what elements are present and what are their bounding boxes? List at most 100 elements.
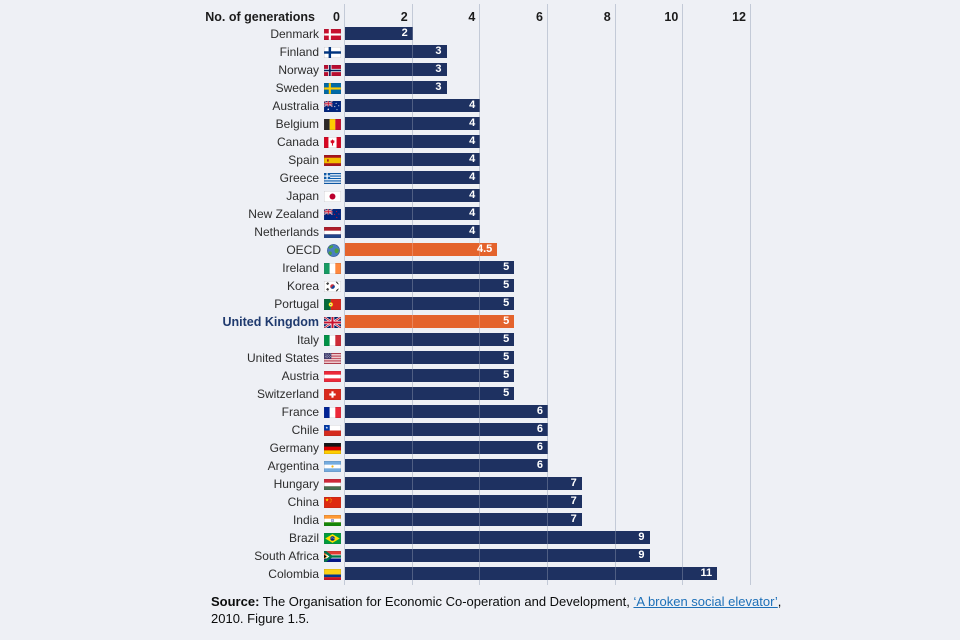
- country-label: Portugal: [274, 297, 319, 311]
- bar-value-label: 5: [503, 315, 510, 327]
- india-flag: [324, 514, 341, 526]
- chart-row-brazil: Brazil 9: [12, 529, 750, 547]
- label-cell: Germany: [12, 441, 344, 455]
- italy-flag: [324, 334, 341, 346]
- bar-value-label: 3: [435, 45, 442, 57]
- country-label: Brazil: [288, 531, 319, 545]
- country-label: Norway: [278, 63, 319, 77]
- south-africa-flag: [324, 550, 341, 562]
- bar-value-label: 5: [503, 387, 510, 399]
- colombia-flag: [324, 568, 341, 580]
- finland-flag: [324, 46, 341, 58]
- source-link[interactable]: ‘A broken social elevator’: [633, 594, 778, 609]
- bar-value-label: 4: [469, 171, 476, 183]
- bar: 3: [345, 45, 447, 58]
- label-cell: France: [12, 405, 344, 419]
- bar: 4: [345, 153, 481, 166]
- denmark-flag: [324, 28, 341, 40]
- bar-track: 5: [344, 349, 750, 367]
- bar-value-label: 3: [435, 81, 442, 93]
- bar-track: 4: [344, 97, 750, 115]
- generations-bar-chart: No. of generations 0 2 4 6 8 10 12 Denmark 2 Fin…: [12, 10, 750, 583]
- bar: 9: [345, 549, 650, 562]
- norway-flag: [324, 64, 341, 76]
- label-cell: United Kingdom: [12, 315, 344, 329]
- chart-row-denmark: Denmark 2: [12, 25, 750, 43]
- label-cell: Sweden: [12, 81, 344, 95]
- bar-value-label: 3: [435, 63, 442, 75]
- gridline: [750, 4, 751, 585]
- bar-value-label: 7: [570, 513, 577, 525]
- label-cell: Australia: [12, 99, 344, 113]
- source-line-1: Source: The Organisation for Economic Co…: [211, 593, 781, 610]
- label-cell: Colombia: [12, 567, 344, 581]
- label-cell: South Africa: [12, 549, 344, 563]
- label-cell: Finland: [12, 45, 344, 59]
- bar-track: 3: [344, 61, 750, 79]
- canada-flag: [324, 136, 341, 148]
- bar-value-label: 9: [638, 531, 645, 543]
- country-label: United Kingdom: [222, 315, 319, 329]
- label-cell: United States: [12, 351, 344, 365]
- chart-row-china: China 7: [12, 493, 750, 511]
- country-label: Finland: [279, 45, 319, 59]
- label-cell: Norway: [12, 63, 344, 77]
- chart-row-spain: Spain 4: [12, 151, 750, 169]
- bar-value-label: 5: [503, 279, 510, 291]
- chart-row-netherlands: Netherlands 4: [12, 223, 750, 241]
- bar-value-label: 7: [570, 495, 577, 507]
- bar-track: 7: [344, 493, 750, 511]
- bar-value-label: 11: [700, 567, 713, 579]
- country-label: Netherlands: [254, 225, 319, 239]
- x-axis: 0 2 4 6 8 10 12: [333, 10, 750, 25]
- label-cell: Korea: [12, 279, 344, 293]
- japan-flag: [324, 190, 341, 202]
- korea-flag: [324, 280, 341, 292]
- switzerland-flag: [324, 388, 341, 400]
- x-axis-tick: 8: [603, 10, 611, 24]
- bar-track: 4: [344, 151, 750, 169]
- bar-track: 3: [344, 43, 750, 61]
- bar: 5: [345, 369, 515, 382]
- label-cell: Belgium: [12, 117, 344, 131]
- country-label: Argentina: [267, 459, 319, 473]
- chart-row-argentina: Argentina 6: [12, 457, 750, 475]
- bar-track: 5: [344, 259, 750, 277]
- source-note: Source: The Organisation for Economic Co…: [211, 593, 781, 627]
- austria-flag: [324, 370, 341, 382]
- label-cell: Hungary: [12, 477, 344, 491]
- chart-row-greece: Greece 4: [12, 169, 750, 187]
- chart-body: Denmark 2 Finland 3 Norway 3 Sweden 3 Australia 4…: [12, 25, 750, 583]
- chart-row-switzerland: Switzerland 5: [12, 385, 750, 403]
- chile-flag: [324, 424, 341, 436]
- chart-row-austria: Austria 5: [12, 367, 750, 385]
- country-label: Denmark: [270, 27, 319, 41]
- bar-value-label: 2: [401, 27, 408, 39]
- new-zealand-flag: [324, 208, 341, 220]
- country-label: Switzerland: [256, 387, 319, 401]
- bar-track: 4: [344, 187, 750, 205]
- label-cell: Chile: [12, 423, 344, 437]
- bar-track: 3: [344, 79, 750, 97]
- country-label: Hungary: [273, 477, 319, 491]
- country-label: Austria: [281, 369, 319, 383]
- bar: 4: [345, 99, 481, 112]
- bar: 5: [345, 315, 515, 328]
- brazil-flag: [324, 532, 341, 544]
- bar-value-label: 6: [536, 423, 543, 435]
- source-after-link: ,: [777, 594, 782, 609]
- country-label: New Zealand: [248, 207, 319, 221]
- bar-track: 6: [344, 421, 750, 439]
- france-flag: [324, 406, 341, 418]
- netherlands-flag: [324, 226, 341, 238]
- ireland-flag: [324, 262, 341, 274]
- bar: 7: [345, 513, 582, 526]
- bar: 4: [345, 171, 481, 184]
- chart-row-colombia: Colombia 11: [12, 565, 750, 583]
- bar-value-label: 4.5: [477, 243, 493, 255]
- chart-row-canada: Canada 4: [12, 133, 750, 151]
- bar: 6: [345, 441, 548, 454]
- label-cell: Ireland: [12, 261, 344, 275]
- label-cell: Portugal: [12, 297, 344, 311]
